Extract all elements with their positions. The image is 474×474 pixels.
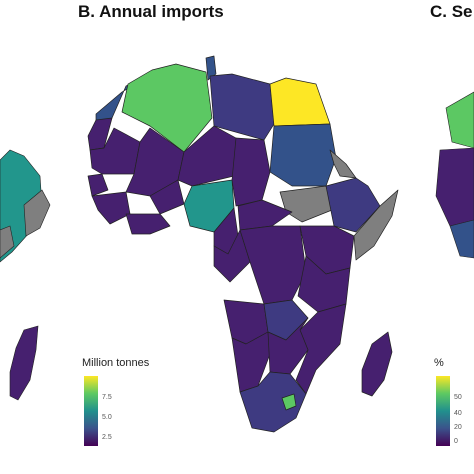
panel-b-map [87,55,399,433]
panel-c-title: C. Se [430,2,473,21]
legend-tick-b-5-0: 5.0 [102,414,112,421]
legend-colorbar-b [84,376,98,446]
panel-c-fragment [435,91,474,259]
legend-title-b: Million tonnes [82,357,150,369]
region-south-sudan [279,185,333,223]
left-grey-region [23,189,51,237]
region-drc [239,225,307,305]
region-senegal [87,173,109,197]
c-mid-region [449,219,474,259]
legend-tick-c-50: 50 [454,394,462,401]
legend-title-c: % [434,357,444,369]
region-lesotho [281,393,297,411]
legend-tick-b-7-5: 7.5 [102,394,112,401]
c-west-region [435,147,474,227]
region-chad [231,137,271,207]
region-madagascar [361,331,393,397]
left-small-grey [0,225,15,259]
legend-tick-c-0: 0 [454,438,458,445]
panel-b-title: B. Annual imports [78,2,224,21]
region-tunisia [205,55,217,81]
legend-tick-c-40: 40 [454,410,462,417]
region-sudan [269,123,337,187]
c-north-region [445,91,474,149]
legend-tick-c-20: 20 [454,424,462,431]
region-egypt [269,77,331,127]
region-central-african-republic [237,199,293,231]
region-ivory-coast-ghana [125,213,171,235]
region-eritrea [329,149,357,179]
region-algeria [121,63,213,153]
region-guinea [91,191,131,225]
legend-colorbar-c [436,376,450,446]
region-western-sahara [87,117,113,151]
left-madagascar [9,325,39,401]
left-panel-fragment [0,149,51,401]
region-south-africa [239,371,307,433]
legend-tick-b-2-5: 2.5 [102,434,112,441]
